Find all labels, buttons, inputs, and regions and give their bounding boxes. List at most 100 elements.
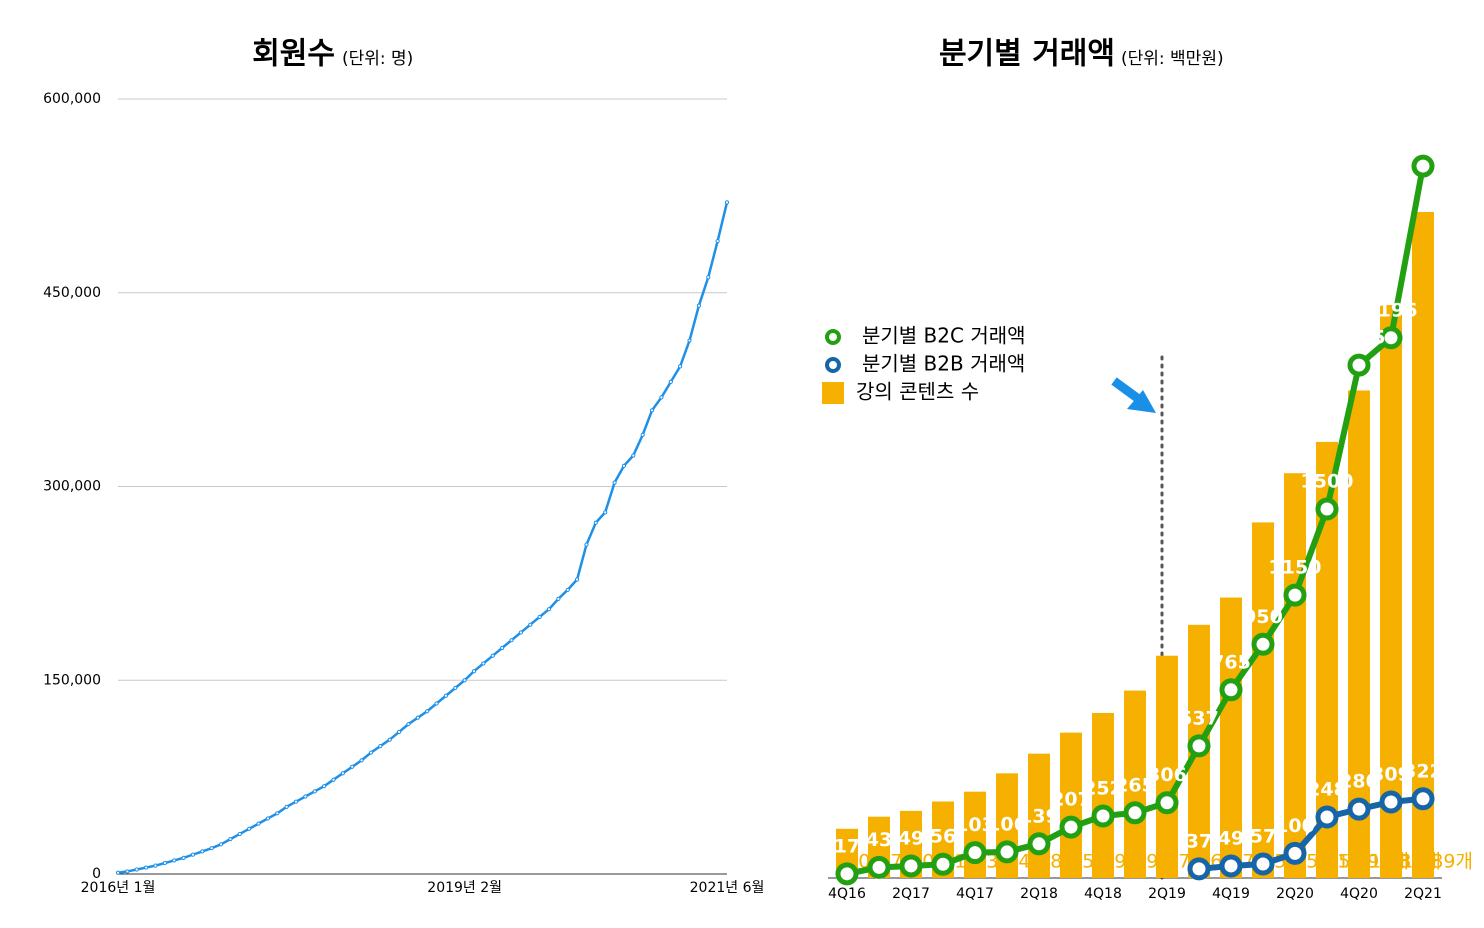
point <box>1251 632 1275 656</box>
point <box>1283 841 1307 865</box>
point <box>322 784 327 789</box>
bar <box>1252 522 1274 878</box>
point <box>659 395 664 400</box>
x-tick-label: 2Q21 <box>1404 886 1442 902</box>
point <box>190 852 196 857</box>
bar-label: 369개 <box>1090 851 1144 873</box>
data-label: 2196 <box>1365 299 1418 321</box>
bar-label: 1,090개 <box>1337 851 1409 873</box>
legend-swatch <box>825 357 841 373</box>
x-tick-label: 2019년 2월 <box>427 880 502 896</box>
point <box>518 630 523 635</box>
point <box>621 463 627 468</box>
point <box>396 729 402 735</box>
data-label: 306 <box>1147 764 1187 786</box>
data-label: 765 <box>1211 651 1251 673</box>
point <box>115 870 121 875</box>
data-label: 252 <box>1083 778 1123 800</box>
point <box>134 867 139 872</box>
point <box>1219 678 1243 702</box>
point <box>434 701 439 706</box>
data-label: 139 <box>1019 805 1059 827</box>
point <box>1091 804 1115 828</box>
point <box>218 842 224 847</box>
point <box>425 709 430 714</box>
point <box>247 826 252 831</box>
point <box>490 653 495 658</box>
data-label: 1150 <box>1269 557 1322 579</box>
data-label: 322 <box>1403 760 1443 782</box>
point <box>1187 857 1211 881</box>
x-tick-label: 2Q19 <box>1148 886 1186 902</box>
point <box>603 510 608 515</box>
point <box>378 744 383 749</box>
point <box>125 869 130 874</box>
bar <box>1412 212 1434 878</box>
point <box>1187 734 1211 758</box>
data-label: 100 <box>1275 815 1315 837</box>
point <box>453 685 458 691</box>
point <box>1251 852 1275 876</box>
point <box>706 275 711 280</box>
point <box>696 303 701 308</box>
x-tick-label: 2016년 1월 <box>81 880 156 896</box>
legend-label: 강의 콘텐츠 수 <box>856 380 979 404</box>
point <box>256 821 261 826</box>
chart-subtitle: (단위: 명) <box>342 49 413 69</box>
data-label: 49 <box>1218 827 1244 849</box>
chart-title: 회원수 <box>252 37 335 72</box>
y-tick-label: 450,000 <box>43 285 101 301</box>
legend-swatch <box>825 329 841 345</box>
point <box>678 364 683 369</box>
data-label: 950 <box>1243 606 1283 628</box>
point <box>640 432 645 437</box>
data-label: 17 <box>834 835 860 857</box>
data-label: 57 <box>1250 825 1276 847</box>
point <box>359 758 364 763</box>
point <box>144 865 149 870</box>
point <box>593 520 598 525</box>
point <box>200 849 205 854</box>
bar <box>1316 441 1338 878</box>
point <box>153 863 158 868</box>
bar-label: 1,281개 <box>1369 851 1441 873</box>
point <box>340 771 345 776</box>
data-label: 207 <box>1051 789 1091 811</box>
point <box>1283 583 1307 607</box>
right-title: 분기별 거래액 (단위: 백만원) <box>939 37 1224 72</box>
bar-label: 975개 <box>1314 851 1368 873</box>
point <box>1347 353 1371 377</box>
point <box>481 661 486 666</box>
bar <box>1348 390 1370 878</box>
point <box>509 638 514 643</box>
legend-swatch <box>822 382 844 404</box>
point <box>867 855 891 879</box>
x-tick-label: 4Q17 <box>956 886 994 902</box>
point <box>995 840 1019 864</box>
legend-label: 분기별 B2B 거래액 <box>862 352 1025 376</box>
point <box>228 837 233 842</box>
y-tick-label: 600,000 <box>43 91 101 107</box>
bar <box>1156 655 1178 878</box>
data-label: 43 <box>866 829 892 851</box>
x-tick-label: 4Q16 <box>828 886 866 902</box>
point <box>899 854 923 878</box>
arrow-shaft <box>1111 377 1143 404</box>
data-label: 106 <box>987 813 1027 835</box>
x-tick-label: 2Q18 <box>1020 886 1058 902</box>
point <box>368 750 374 755</box>
data-label: 103 <box>955 814 995 836</box>
bar-label: 278개 <box>1026 851 1080 873</box>
point <box>265 816 271 821</box>
line <box>117 202 729 874</box>
point <box>1219 854 1243 878</box>
data-label: 280 <box>1339 771 1379 793</box>
point <box>406 722 411 727</box>
bar-label: 325개 <box>1058 851 1112 873</box>
data-label: 265 <box>1115 774 1155 796</box>
point <box>537 614 542 620</box>
chart-subtitle: (단위: 백만원) <box>1121 49 1224 69</box>
point <box>209 846 214 851</box>
